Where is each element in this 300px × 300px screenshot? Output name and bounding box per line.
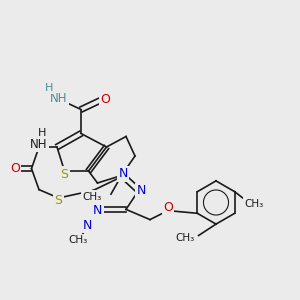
Text: N: N xyxy=(118,167,128,180)
Text: N: N xyxy=(82,219,92,232)
Text: N: N xyxy=(93,204,102,218)
Text: S: S xyxy=(61,167,68,181)
Text: H: H xyxy=(38,128,46,138)
Text: O: O xyxy=(10,161,20,175)
Text: N: N xyxy=(136,184,146,197)
Text: NH: NH xyxy=(30,137,48,151)
Text: CH₃: CH₃ xyxy=(176,233,195,243)
Text: H: H xyxy=(44,82,53,93)
Text: O: O xyxy=(100,93,110,106)
Text: S: S xyxy=(55,194,62,208)
Text: CH₃: CH₃ xyxy=(68,235,88,245)
Text: CH₃: CH₃ xyxy=(83,191,102,202)
Text: CH₃: CH₃ xyxy=(244,199,263,209)
Text: O: O xyxy=(163,201,173,214)
Text: NH: NH xyxy=(50,92,67,105)
